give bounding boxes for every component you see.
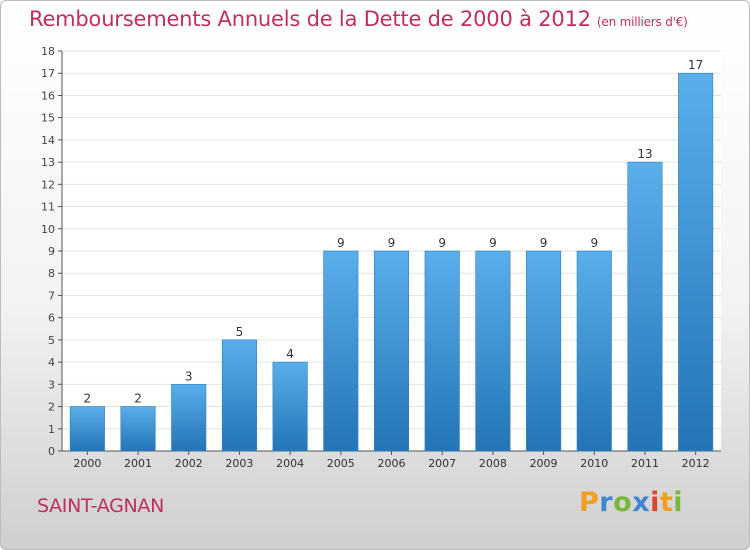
y-tick-label: 16 — [41, 89, 55, 102]
proxiti-logo-letter: t — [659, 487, 674, 518]
x-tick-label: 2000 — [73, 457, 101, 470]
proxiti-logo-letter: i — [673, 487, 684, 518]
x-tick-label: 2012 — [682, 457, 710, 470]
chart-title: Remboursements Annuels de la Dette de 20… — [29, 7, 688, 31]
x-tick-label: 2008 — [479, 457, 507, 470]
chart-unit: (en milliers d'€) — [596, 15, 688, 29]
bar-2005 — [323, 250, 359, 452]
data-label: 9 — [540, 236, 548, 250]
data-label: 9 — [489, 236, 497, 250]
y-tick-label: 18 — [41, 45, 55, 58]
data-label: 4 — [286, 347, 294, 361]
proxiti-logo-letter: o — [613, 487, 633, 518]
data-label: 9 — [590, 236, 598, 250]
bar-2009 — [526, 250, 562, 452]
bar-2000 — [69, 406, 105, 452]
data-label: 9 — [388, 236, 396, 250]
bar-2001 — [120, 406, 156, 452]
x-tick-label: 2007 — [428, 457, 456, 470]
data-label: 13 — [637, 147, 652, 161]
y-tick-label: 9 — [48, 245, 55, 258]
bar-2002 — [171, 384, 207, 452]
x-tick-label: 2006 — [378, 457, 406, 470]
y-tick-label: 6 — [48, 312, 55, 325]
y-tick-label: 7 — [48, 289, 55, 302]
data-label: 5 — [236, 325, 244, 339]
x-tick-label: 2009 — [530, 457, 558, 470]
bar-2006 — [373, 250, 410, 452]
y-tick-label: 11 — [41, 201, 55, 214]
proxiti-logo[interactable]: Proxiti — [579, 487, 683, 518]
y-tick-label: 4 — [48, 356, 55, 369]
y-tick-label: 3 — [48, 378, 55, 391]
y-tick-label: 13 — [41, 156, 55, 169]
x-tick-label: 2003 — [225, 457, 253, 470]
data-labels: 2 2 3 5 4 9 9 9 9 9 9 13 17 — [84, 58, 704, 405]
proxiti-logo-letter: P — [579, 487, 600, 518]
bar-2008 — [475, 250, 511, 452]
bar-2007 — [424, 250, 460, 452]
data-label: 2 — [134, 392, 142, 406]
proxiti-logo-letter: r — [599, 487, 614, 518]
y-tick-label: 14 — [41, 134, 55, 147]
x-tick-label: 2011 — [631, 457, 659, 470]
bars — [69, 72, 714, 452]
x-tick-label: 2004 — [276, 457, 304, 470]
y-tick-label: 8 — [48, 267, 55, 280]
y-tick-label: 1 — [48, 423, 55, 436]
town-name: SAINT-AGNAN — [37, 495, 165, 517]
data-label: 9 — [337, 236, 345, 250]
bar-2010 — [576, 250, 612, 452]
x-tick-label: 2005 — [327, 457, 355, 470]
y-tick-label: 15 — [41, 112, 55, 125]
bar-2012 — [678, 72, 714, 452]
bar-2003 — [221, 339, 257, 452]
bar-2004 — [272, 361, 308, 452]
data-label: 2 — [84, 392, 92, 406]
y-tick-label: 5 — [48, 334, 55, 347]
y-tick-label: 12 — [41, 178, 55, 191]
y-tick-label: 10 — [41, 223, 55, 236]
data-label: 3 — [185, 369, 193, 383]
bar-2011 — [627, 161, 663, 452]
proxiti-logo-letter: x — [632, 487, 651, 518]
y-tick-label: 0 — [48, 445, 55, 458]
y-tick-label: 2 — [48, 401, 55, 414]
x-tick-label: 2002 — [175, 457, 203, 470]
proxiti-logo-letter: i — [650, 487, 660, 518]
data-label: 17 — [688, 58, 703, 72]
x-tick-label: 2010 — [580, 457, 608, 470]
x-tick-label: 2001 — [124, 457, 152, 470]
chart-title-text: Remboursements Annuels de la Dette de 20… — [29, 7, 591, 31]
data-label: 9 — [438, 236, 446, 250]
y-tick-label: 17 — [41, 67, 55, 80]
